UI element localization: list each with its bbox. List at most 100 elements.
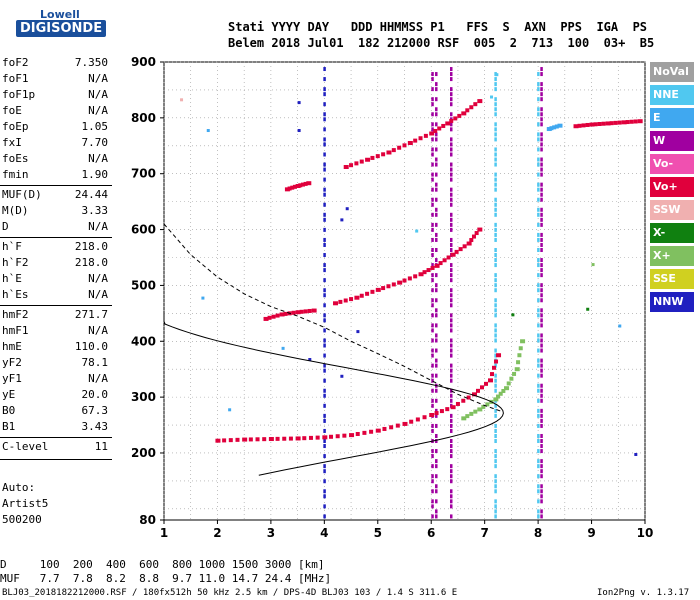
- interference-mark: [435, 464, 438, 469]
- legend-item-x-: X+: [650, 246, 694, 266]
- interference-mark: [431, 253, 434, 258]
- interference-mark: [537, 132, 540, 137]
- echo-noise-mark: [340, 374, 344, 378]
- param-row-hf2: h`F2 218.0: [2, 256, 108, 272]
- interference-mark: [494, 157, 497, 162]
- interference-mark: [435, 373, 438, 378]
- trace-point-vo: [271, 314, 276, 319]
- interference-mark: [494, 122, 497, 127]
- interference-mark: [449, 177, 453, 182]
- trace-point-vo: [437, 126, 442, 131]
- interference-mark: [540, 207, 543, 212]
- interference-mark: [540, 268, 543, 273]
- x-tick-label: 9: [587, 526, 595, 540]
- interference-mark: [537, 87, 540, 92]
- trace-point-vo: [283, 311, 288, 316]
- param-name: hmF1: [2, 324, 29, 337]
- trace-point-x: [509, 376, 514, 381]
- echo-noise-mark: [345, 207, 349, 211]
- echo-noise-mark: [415, 229, 419, 233]
- trace-point-vo: [295, 183, 301, 188]
- trace-point-x: [461, 416, 467, 421]
- trace-point-vo: [291, 310, 296, 315]
- interference-mark: [431, 514, 434, 519]
- param-value: N/A: [88, 72, 108, 85]
- trace-point-vo: [426, 268, 431, 273]
- interference-mark: [449, 92, 453, 97]
- interference-mark: [431, 403, 434, 408]
- interference-mark: [435, 423, 438, 428]
- interference-mark: [494, 222, 497, 227]
- interference-mark: [494, 408, 497, 413]
- trace-point-vo: [496, 353, 502, 358]
- param-value: 3.43: [81, 420, 109, 433]
- interference-mark: [540, 258, 543, 263]
- trace-point-vo: [298, 183, 303, 188]
- trace-point-e: [552, 125, 557, 130]
- interference-mark: [449, 418, 453, 423]
- trace-point-vo: [303, 181, 308, 186]
- trace-point-vo: [295, 310, 301, 315]
- trace-point-vo: [430, 265, 435, 270]
- echo-noise-mark: [586, 307, 590, 311]
- trace-point-vo: [228, 438, 233, 443]
- trace-point-vo: [407, 140, 413, 145]
- interference-mark: [537, 97, 540, 102]
- param-row-fof2: foF2 7.350: [2, 56, 108, 72]
- interference-mark: [323, 177, 326, 182]
- trace-point-vo: [279, 312, 285, 317]
- interference-mark: [540, 117, 543, 122]
- interference-mark: [540, 464, 543, 469]
- interference-mark: [494, 112, 497, 117]
- param-row-fof1p: foF1p N/A: [2, 88, 108, 104]
- interference-mark: [323, 469, 326, 474]
- interference-mark: [449, 222, 453, 227]
- interference-mark: [323, 167, 326, 172]
- trace-point-vo: [369, 429, 374, 434]
- trace-point-vo: [386, 284, 391, 289]
- interference-mark: [540, 318, 543, 323]
- trace-point-vo: [629, 119, 634, 124]
- interference-mark: [323, 313, 326, 318]
- interference-mark: [431, 353, 434, 358]
- interference-mark: [540, 444, 543, 449]
- trace-point-vo: [407, 276, 412, 281]
- trace-point-vo: [322, 435, 328, 440]
- interference-mark: [449, 489, 453, 494]
- interference-mark: [449, 363, 453, 368]
- interference-mark: [540, 484, 543, 489]
- interference-mark: [540, 157, 543, 162]
- interference-mark: [449, 388, 453, 393]
- interference-mark: [431, 278, 434, 283]
- interference-mark: [431, 328, 434, 333]
- interference-mark: [431, 363, 434, 368]
- trace-point-x: [477, 407, 483, 412]
- interference-mark: [540, 137, 543, 142]
- interference-mark: [449, 428, 453, 433]
- interference-mark: [431, 479, 434, 484]
- interference-mark: [449, 398, 453, 403]
- interference-mark: [323, 127, 326, 132]
- interference-mark: [449, 423, 453, 428]
- interference-mark: [494, 172, 497, 177]
- interference-mark: [435, 207, 438, 212]
- interference-mark: [449, 343, 453, 348]
- interference-mark: [435, 97, 438, 102]
- param-value: N/A: [88, 372, 108, 385]
- trace-point-vo: [461, 111, 467, 116]
- trace-point-vo: [215, 438, 221, 443]
- interference-mark: [540, 182, 543, 187]
- trace-point-vo: [593, 122, 598, 127]
- interference-mark: [540, 499, 543, 504]
- interference-mark: [435, 157, 438, 162]
- interference-mark: [494, 328, 497, 333]
- interference-mark: [435, 162, 438, 167]
- interference-mark: [537, 207, 540, 212]
- interference-mark: [449, 137, 453, 142]
- interference-mark: [431, 102, 434, 107]
- trace-point-x: [481, 404, 486, 409]
- trace-point-vo: [429, 131, 435, 136]
- interference-mark: [540, 162, 543, 167]
- interference-mark: [449, 278, 453, 283]
- interference-mark: [449, 353, 453, 358]
